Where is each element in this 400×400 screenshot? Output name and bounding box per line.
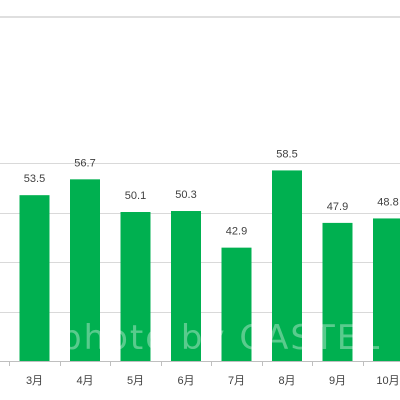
x-tick-label: 4月: [76, 375, 93, 387]
bar: [272, 170, 302, 361]
bar: [120, 212, 151, 361]
data-label: 56.7: [74, 157, 95, 169]
bar: [322, 222, 353, 361]
data-label: 50.3: [175, 189, 196, 201]
x-tick-label: 8月: [278, 375, 295, 387]
data-label: 53.5: [24, 173, 45, 185]
bar: [373, 218, 400, 361]
data-label: 58.5: [276, 148, 297, 160]
x-tick-label: 3月: [26, 375, 43, 387]
bar: [171, 211, 201, 361]
x-tick-label: 5月: [127, 375, 144, 387]
data-label: 42.9: [226, 226, 247, 238]
bar: [70, 179, 100, 361]
x-tick-label: 9月: [329, 375, 346, 387]
bar: [19, 195, 50, 361]
x-tick-label: 6月: [177, 375, 194, 387]
data-label: 47.9: [327, 201, 348, 213]
data-label: 48.8: [377, 196, 398, 208]
bar: [221, 247, 252, 361]
x-tick-label: 7月: [228, 375, 245, 387]
x-tick-label: 10月: [376, 375, 399, 387]
data-label: 50.1: [125, 190, 146, 202]
